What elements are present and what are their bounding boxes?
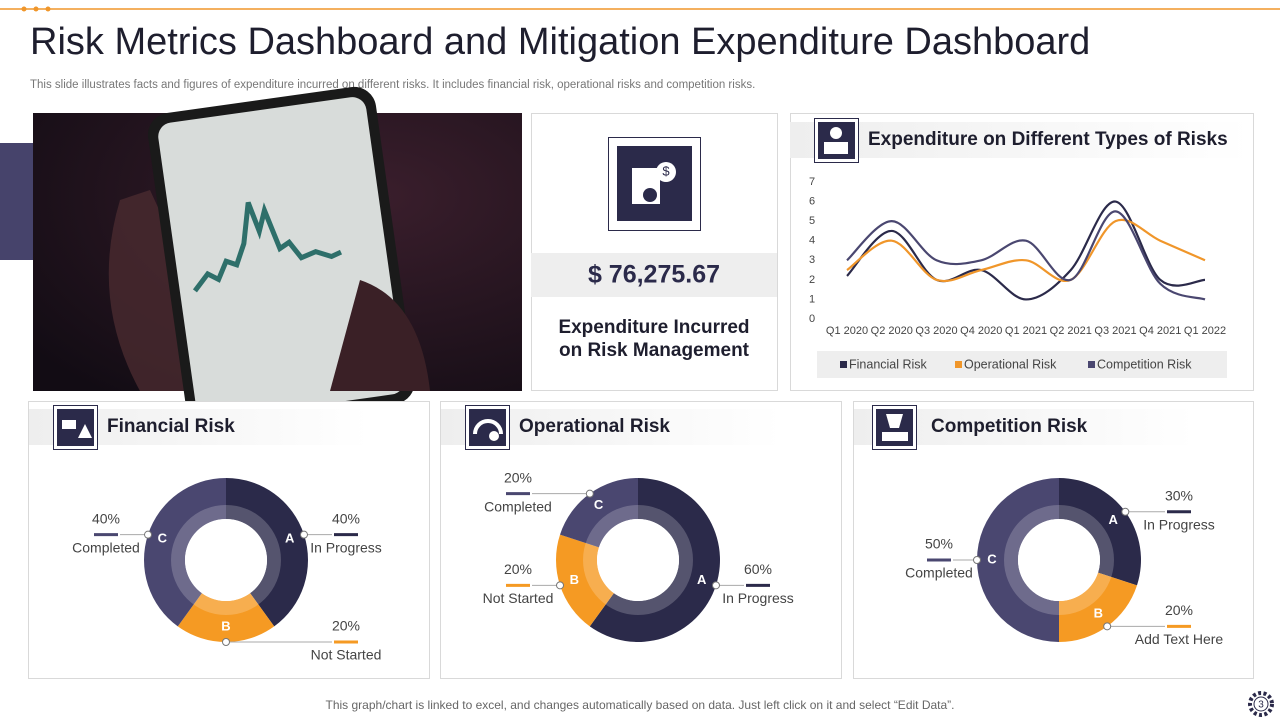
anchor-dot [585, 489, 594, 498]
category-label: Completed [905, 565, 973, 581]
category-label: Not Started [483, 590, 554, 606]
y-tick-label: 2 [809, 274, 815, 286]
value-label: 20% [504, 469, 532, 485]
segment-letter: A [1109, 512, 1119, 527]
legend [817, 351, 1227, 378]
x-tick-label: Q4 2021 [1139, 325, 1181, 337]
donut-title: Financial Risk [107, 416, 235, 437]
category-label: Not Started [311, 647, 382, 663]
legend-swatch [1088, 361, 1095, 368]
x-tick-label: Q1 2021 [1005, 325, 1047, 337]
category-label: In Progress [722, 590, 794, 606]
segment-letter: B [221, 618, 230, 633]
category-label: In Progress [310, 539, 382, 555]
value-label: 30% [1165, 488, 1193, 504]
anchor-dot [711, 581, 720, 590]
card-header [790, 122, 1250, 158]
donut-segment [560, 477, 638, 548]
value-label: 20% [332, 618, 360, 634]
segment-letter: C [158, 531, 168, 546]
footer-note: This graph/chart is linked to excel, and… [326, 698, 955, 712]
y-tick-label: 3 [809, 254, 815, 266]
y-tick-label: 4 [809, 235, 815, 247]
donut-hole [185, 519, 267, 601]
subtitle: This slide illustrates facts and figures… [30, 79, 755, 91]
legend-swatch [955, 361, 962, 368]
x-tick-label: Q3 2020 [915, 325, 957, 337]
y-tick-label: 1 [809, 293, 815, 305]
value-label: 20% [1165, 602, 1193, 618]
kpi-band [531, 253, 777, 297]
y-tick-label: 7 [809, 176, 815, 188]
donut-segment [226, 478, 309, 627]
legend-label: Financial Risk [849, 357, 928, 371]
chart-title: Expenditure on Different Types of Risks [868, 129, 1228, 150]
anchor-dot [1121, 507, 1130, 516]
value-label: 50% [925, 536, 953, 552]
donut-segment [556, 534, 614, 627]
x-tick-label: Q4 2020 [960, 325, 1002, 337]
x-tick-label: Q2 2020 [871, 325, 913, 337]
donut-title: Competition Risk [931, 416, 1088, 437]
donut-icons [53, 405, 917, 450]
category-label: Completed [484, 498, 552, 514]
series-line [846, 218, 1206, 283]
kpi-icon: $ [608, 137, 701, 231]
line-icon [814, 118, 859, 163]
anchor-dot [1103, 622, 1112, 631]
series-line [846, 200, 1206, 301]
kpi-caption: Expenditure Incurred on Risk Management [558, 317, 750, 361]
page-number: 3 [1258, 700, 1264, 711]
x-tick-label: Q3 2021 [1094, 325, 1136, 337]
value-label: 60% [744, 561, 772, 577]
value-label: 40% [92, 510, 120, 526]
y-tick-label: 6 [809, 195, 815, 207]
donut-title: Operational Risk [519, 416, 670, 437]
kpi-amount: $ 76,275.67 [588, 261, 720, 289]
anchor-dot [973, 556, 981, 564]
page-badge [1248, 691, 1274, 717]
anchor-dot [144, 530, 153, 539]
category-label: Completed [72, 539, 140, 555]
segment-letter: C [987, 551, 997, 566]
page-badge-inner [1253, 696, 1269, 712]
donut-segment [177, 593, 275, 642]
y-tick-label: 5 [809, 215, 815, 227]
donut-segment [589, 478, 720, 642]
svg-text:$: $ [662, 163, 670, 178]
legend-label: Competition Risk [1097, 357, 1192, 371]
donut-hole [597, 519, 679, 601]
x-tick-label: Q2 2021 [1050, 325, 1092, 337]
donut-segment [1059, 572, 1137, 642]
legend-label: Operational Risk [964, 357, 1057, 371]
top-dots [21, 6, 51, 12]
donut-segment [1059, 478, 1141, 586]
anchor-dot [556, 581, 565, 590]
photo [33, 86, 522, 431]
anchor-dot [222, 638, 230, 646]
value-label: 40% [332, 510, 360, 526]
segment-letter: B [570, 572, 579, 587]
accent-bar [0, 143, 33, 260]
title: Risk Metrics Dashboard and Mitigation Ex… [30, 21, 1090, 63]
segment-letter: C [594, 497, 604, 512]
legend-swatch [840, 361, 847, 368]
series-line [846, 210, 1206, 301]
segment-letter: B [1094, 606, 1103, 621]
donut-hole [1018, 519, 1100, 601]
y-tick-label: 0 [809, 313, 815, 325]
donut-segment [143, 478, 226, 627]
segment-letter: A [285, 531, 295, 546]
x-tick-label: Q1 2020 [826, 325, 868, 337]
value-label: 20% [504, 561, 532, 577]
anchor-dot [299, 530, 308, 539]
category-label: In Progress [1143, 517, 1215, 533]
x-tick-label: Q1 2022 [1184, 325, 1226, 337]
category-label: Add Text Here [1135, 631, 1224, 647]
segment-letter: A [697, 572, 707, 587]
